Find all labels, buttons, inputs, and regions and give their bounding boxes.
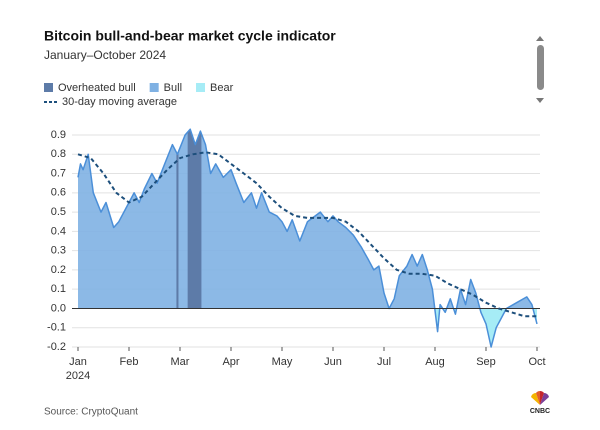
x-tick-label: Jan [69, 356, 87, 368]
legend-swatch [44, 83, 53, 92]
chart-title: Bitcoin bull-and-bear market cycle indic… [44, 28, 336, 44]
y-tick-label: 0.2 [51, 264, 66, 276]
y-tick-label: 0.4 [51, 225, 66, 237]
x-tick-label: Mar [171, 356, 190, 368]
x-tick-label: Jun [324, 356, 342, 368]
y-tick-label: 0.6 [51, 187, 66, 199]
bear-area [78, 308, 537, 347]
y-tick-label: -0.1 [47, 322, 66, 334]
x-tick-label: Feb [120, 356, 139, 368]
legend-label: Bear [210, 82, 234, 94]
y-tick-label: 0.5 [51, 206, 66, 218]
logo-text: CNBC [530, 408, 550, 415]
chart-subtitle: January–October 2024 [44, 48, 166, 62]
source: Source: CryptoQuant [44, 407, 138, 418]
overheated-band [176, 129, 179, 309]
y-tick-label: 0.8 [51, 148, 66, 160]
x-tick-label: Oct [528, 356, 545, 368]
y-tick-label: 0.7 [51, 167, 66, 179]
legend-label: Overheated bull [58, 82, 136, 94]
legend-swatch [149, 83, 159, 92]
legend-swatch [196, 83, 206, 92]
legend-label: Bull [164, 82, 182, 94]
logo: CNBC [530, 391, 550, 415]
overheated-band [187, 129, 202, 309]
scroll-thumb[interactable] [537, 45, 544, 90]
x-year-label: 2024 [66, 370, 90, 382]
y-tick-label: 0.9 [51, 129, 66, 141]
moving-average-line [77, 151, 537, 318]
y-tick-label: -0.2 [47, 341, 66, 353]
x-tick-label: May [272, 356, 293, 368]
y-tick-label: 0.0 [51, 302, 66, 314]
scroll-up[interactable] [536, 36, 544, 41]
x-tick-label: Apr [222, 356, 239, 368]
x-tick-label: Jul [377, 356, 391, 368]
legend-label: 30-day moving average [62, 96, 177, 108]
x-tick-label: Aug [425, 356, 445, 368]
y-tick-label: 0.1 [51, 283, 66, 295]
y-tick-label: 0.3 [51, 245, 66, 257]
bull-area [78, 129, 533, 309]
scrollbar[interactable] [536, 36, 544, 103]
scroll-down[interactable] [536, 98, 544, 103]
x-tick-label: Sep [476, 356, 496, 368]
